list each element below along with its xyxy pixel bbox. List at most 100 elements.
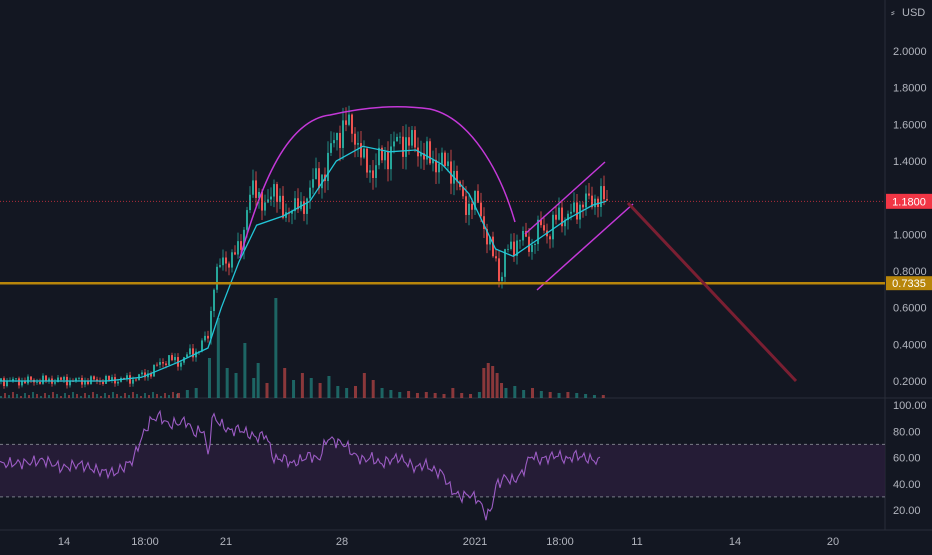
candle-body <box>471 203 473 210</box>
candle-body <box>396 136 398 142</box>
volume-bar <box>52 392 54 398</box>
price-tick-label: 1.6000 <box>893 119 927 131</box>
candle-body <box>213 289 215 311</box>
candle-body <box>519 240 521 242</box>
price-tick-label: 1.0000 <box>893 229 927 241</box>
candle-body <box>273 184 275 197</box>
volume-bar <box>68 395 70 398</box>
volume-bar <box>309 378 313 398</box>
candle-body <box>363 148 365 158</box>
candle-body <box>513 241 515 256</box>
volume-bar <box>491 366 495 398</box>
candle-body <box>306 198 308 214</box>
candle-body <box>345 120 347 125</box>
time-tick-label: 28 <box>336 536 348 548</box>
rsi-tick-label: 80.00 <box>893 426 921 438</box>
channel-upper-line[interactable] <box>524 161 606 235</box>
candle-body <box>561 207 563 227</box>
candle-body <box>150 373 152 377</box>
candle-body <box>597 198 599 207</box>
volume-bar <box>460 393 464 398</box>
candle-body <box>270 196 272 200</box>
candle-body <box>480 202 482 217</box>
candle-body <box>315 168 317 180</box>
candle-body <box>450 161 452 184</box>
rsi-tick-label: 60.00 <box>893 453 921 465</box>
price-axis[interactable]: 2.00001.80001.60001.40001.20001.00000.80… <box>893 46 927 388</box>
candle-body <box>15 378 17 380</box>
candle-body <box>132 379 134 384</box>
volume-bar <box>354 386 357 398</box>
candle-body <box>564 220 566 227</box>
price-tick-label: 0.6000 <box>893 303 927 315</box>
candle-body <box>264 202 266 211</box>
volume-bar <box>415 393 419 398</box>
candle-body <box>231 252 233 268</box>
candle-body <box>486 229 488 245</box>
candle-body <box>537 219 539 245</box>
candle-body <box>567 213 569 221</box>
candle-body <box>474 190 476 210</box>
time-tick-label: 14 <box>729 536 741 548</box>
candle-body <box>24 380 26 384</box>
volume-bar <box>152 392 154 398</box>
candle-body <box>498 258 500 281</box>
candle-body <box>507 248 509 250</box>
candle-body <box>45 375 47 381</box>
candle-body <box>78 377 80 379</box>
volume-bar <box>345 388 349 398</box>
volume-bar <box>96 394 98 398</box>
candle-body <box>117 381 119 384</box>
candle-body <box>510 241 512 249</box>
candle-body <box>102 381 104 384</box>
candle-body <box>393 141 395 147</box>
channel-lower-line[interactable] <box>536 203 634 291</box>
candle-body <box>495 256 497 259</box>
candle-body <box>543 225 545 231</box>
candle-body <box>429 141 431 164</box>
candle-body <box>36 381 38 383</box>
volume-bar <box>136 394 138 398</box>
candle-body <box>366 148 368 173</box>
candle-body <box>483 216 485 230</box>
candle-body <box>327 152 329 182</box>
currency-selector[interactable]: ⸗ USD <box>891 7 925 19</box>
candle-body <box>210 310 212 339</box>
volume-bar <box>216 318 220 398</box>
time-axis[interactable]: 14 18:00 21 28 2021 18:00 11 14 20 <box>58 536 839 548</box>
candle-body <box>600 186 602 207</box>
volume-bar <box>557 393 561 398</box>
candle-body <box>549 236 551 240</box>
rsi-band <box>0 444 885 497</box>
projection-arrow-line[interactable] <box>626 201 798 383</box>
volume-bar <box>482 368 486 398</box>
candle-body <box>354 133 356 145</box>
candle-body <box>531 244 533 252</box>
price-tick-label: 0.4000 <box>893 339 927 351</box>
current-price-label: 1.1800 <box>892 196 926 208</box>
candle-body <box>105 375 107 384</box>
volume-bar <box>20 396 22 398</box>
candle-body <box>534 244 536 245</box>
time-tick-label: 14 <box>58 536 70 548</box>
candle-body <box>246 210 248 230</box>
candle-body <box>141 372 143 375</box>
volume-bar <box>225 368 229 398</box>
volume-bar <box>172 392 174 398</box>
price-tick-label: 0.2000 <box>893 376 927 388</box>
volume-bar <box>168 395 170 398</box>
volume-bar <box>336 386 340 398</box>
candle-body <box>489 236 491 245</box>
candle-body <box>42 375 44 384</box>
volume-bar <box>72 392 74 398</box>
volume-bar <box>80 396 82 398</box>
moving-average-line <box>0 145 607 382</box>
candle-body <box>216 266 218 290</box>
candle-body <box>126 375 128 379</box>
rsi-line <box>0 409 601 521</box>
rsi-axis[interactable]: 100.00 80.00 60.00 40.00 20.00 <box>893 400 927 517</box>
cup-curve-drawing[interactable] <box>239 106 516 259</box>
candle-body <box>111 377 113 381</box>
